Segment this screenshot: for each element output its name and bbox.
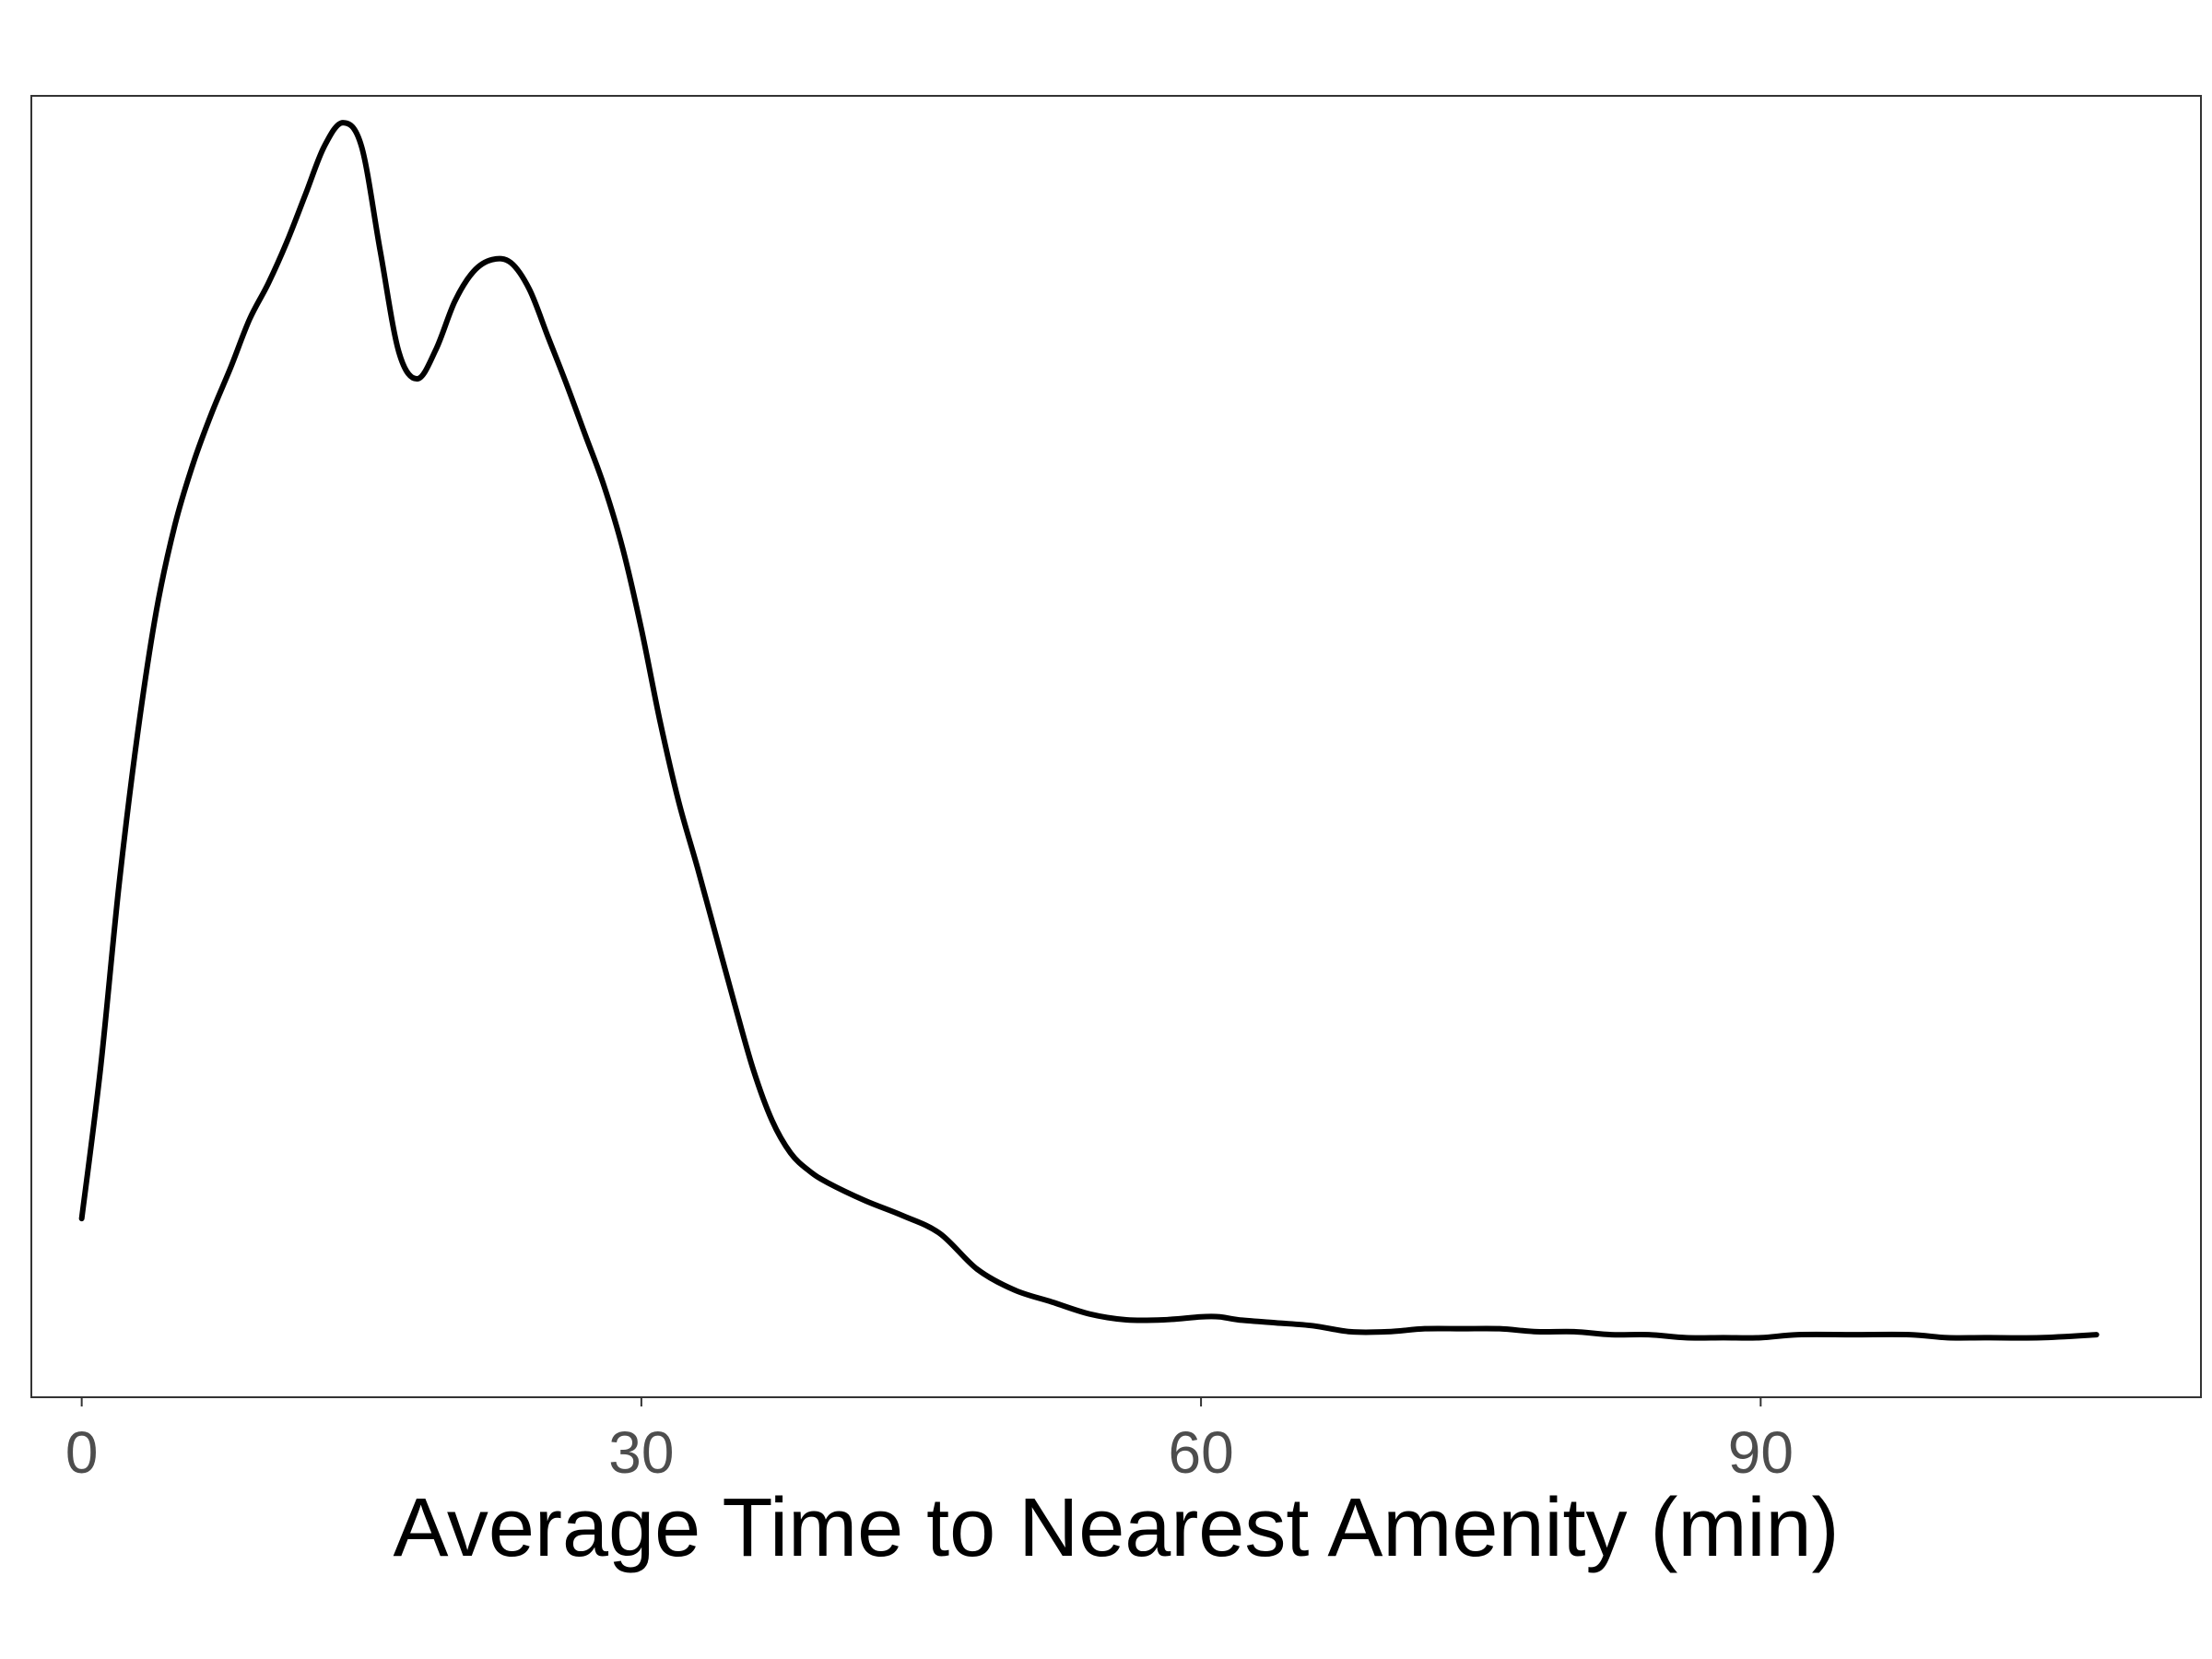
x-tick-label: 60 bbox=[1169, 1419, 1234, 1486]
x-axis-title: Average Time to Nearest Amenity (min) bbox=[394, 1482, 1840, 1574]
x-tick-label: 0 bbox=[65, 1419, 99, 1486]
x-axis: 0 30 60 90 bbox=[65, 1397, 1794, 1486]
plot-panel bbox=[30, 95, 2202, 1398]
x-tick-label: 90 bbox=[1728, 1419, 1794, 1486]
x-tick-label: 30 bbox=[608, 1419, 674, 1486]
series-layer bbox=[78, 120, 2100, 1341]
density-line-0 bbox=[78, 120, 2100, 1341]
